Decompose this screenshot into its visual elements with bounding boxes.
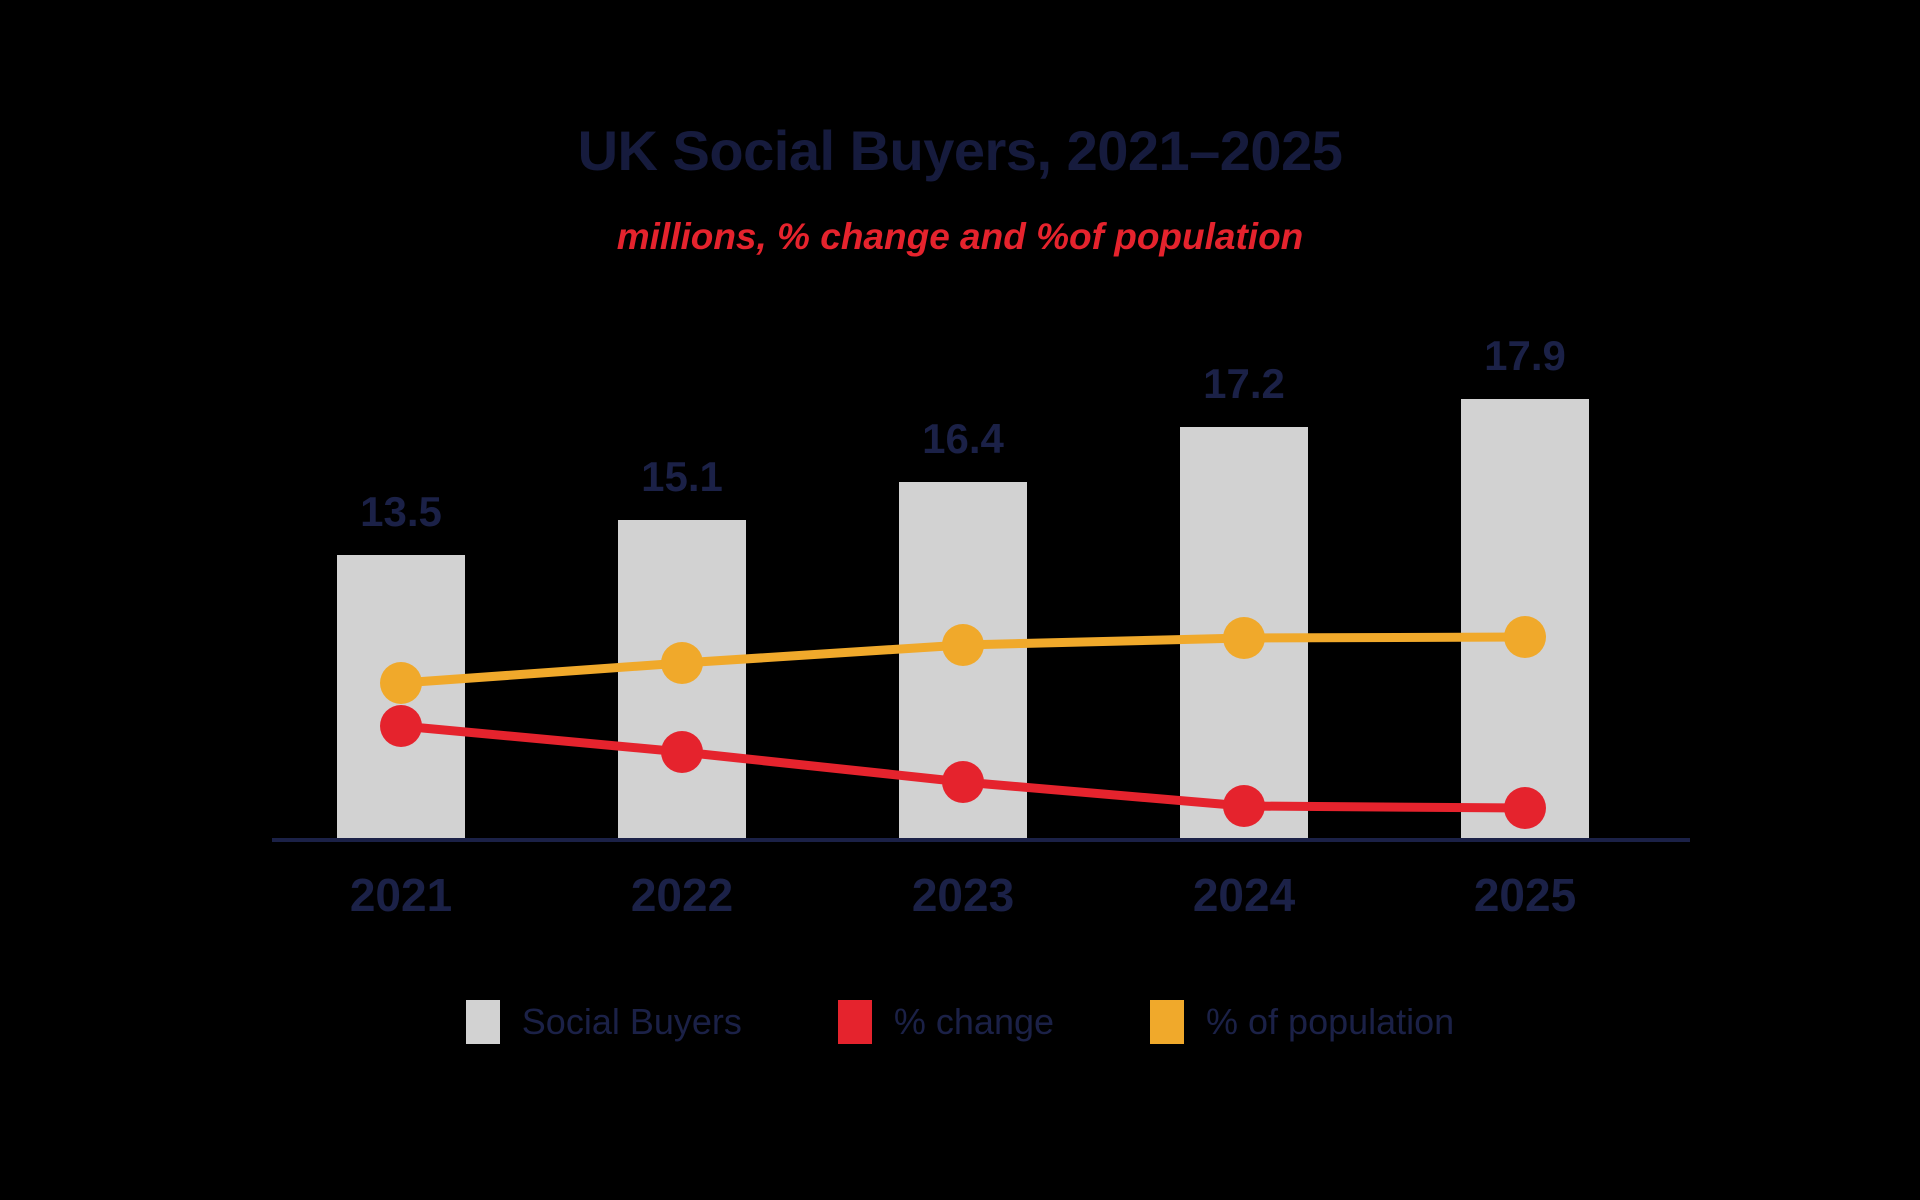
x-tick-2022: 2022 <box>630 869 734 921</box>
bar-label-2023: 16.4 <box>922 415 1004 462</box>
square-swatch-icon <box>837 1000 872 1044</box>
bar-label-2022: 15.1 <box>641 453 723 500</box>
chart-title: UK Social Buyers, 2021–2025 <box>577 119 1343 182</box>
x-tick-2021: 2021 <box>349 869 453 921</box>
bar-2022 <box>618 520 746 838</box>
x-axis-line <box>272 838 1690 842</box>
bar-2021 <box>337 555 465 838</box>
bar-2024 <box>1180 427 1308 838</box>
chart-legend: Social Buyers % change % of population <box>0 1000 1920 1044</box>
chart-subtitle: millions, % change and %of population <box>616 216 1304 257</box>
legend-label-percent-change: % change <box>893 1001 1055 1042</box>
bar-label-2024: 17.2 <box>1203 360 1285 407</box>
x-tick-2025: 2025 <box>1473 869 1577 921</box>
square-swatch-icon <box>465 1000 500 1044</box>
square-swatch-icon <box>1150 1000 1185 1044</box>
x-tick-2023: 2023 <box>911 869 1015 921</box>
legend-item-percent-of-population[interactable]: % of population <box>1150 1000 1454 1044</box>
bar-label-2025: 17.9 <box>1484 332 1566 379</box>
legend-label-percent-of-population: % of population <box>1206 1001 1455 1042</box>
bar-2023 <box>899 482 1027 838</box>
bar-label-2021: 13.5 <box>360 488 442 535</box>
legend-item-social-buyers[interactable]: Social Buyers <box>465 1000 742 1044</box>
legend-item-percent-change[interactable]: % change <box>837 1000 1055 1044</box>
bar-2025 <box>1461 399 1589 838</box>
legend-label-social-buyers: Social Buyers <box>521 1001 742 1042</box>
x-tick-2024: 2024 <box>1192 869 1296 921</box>
